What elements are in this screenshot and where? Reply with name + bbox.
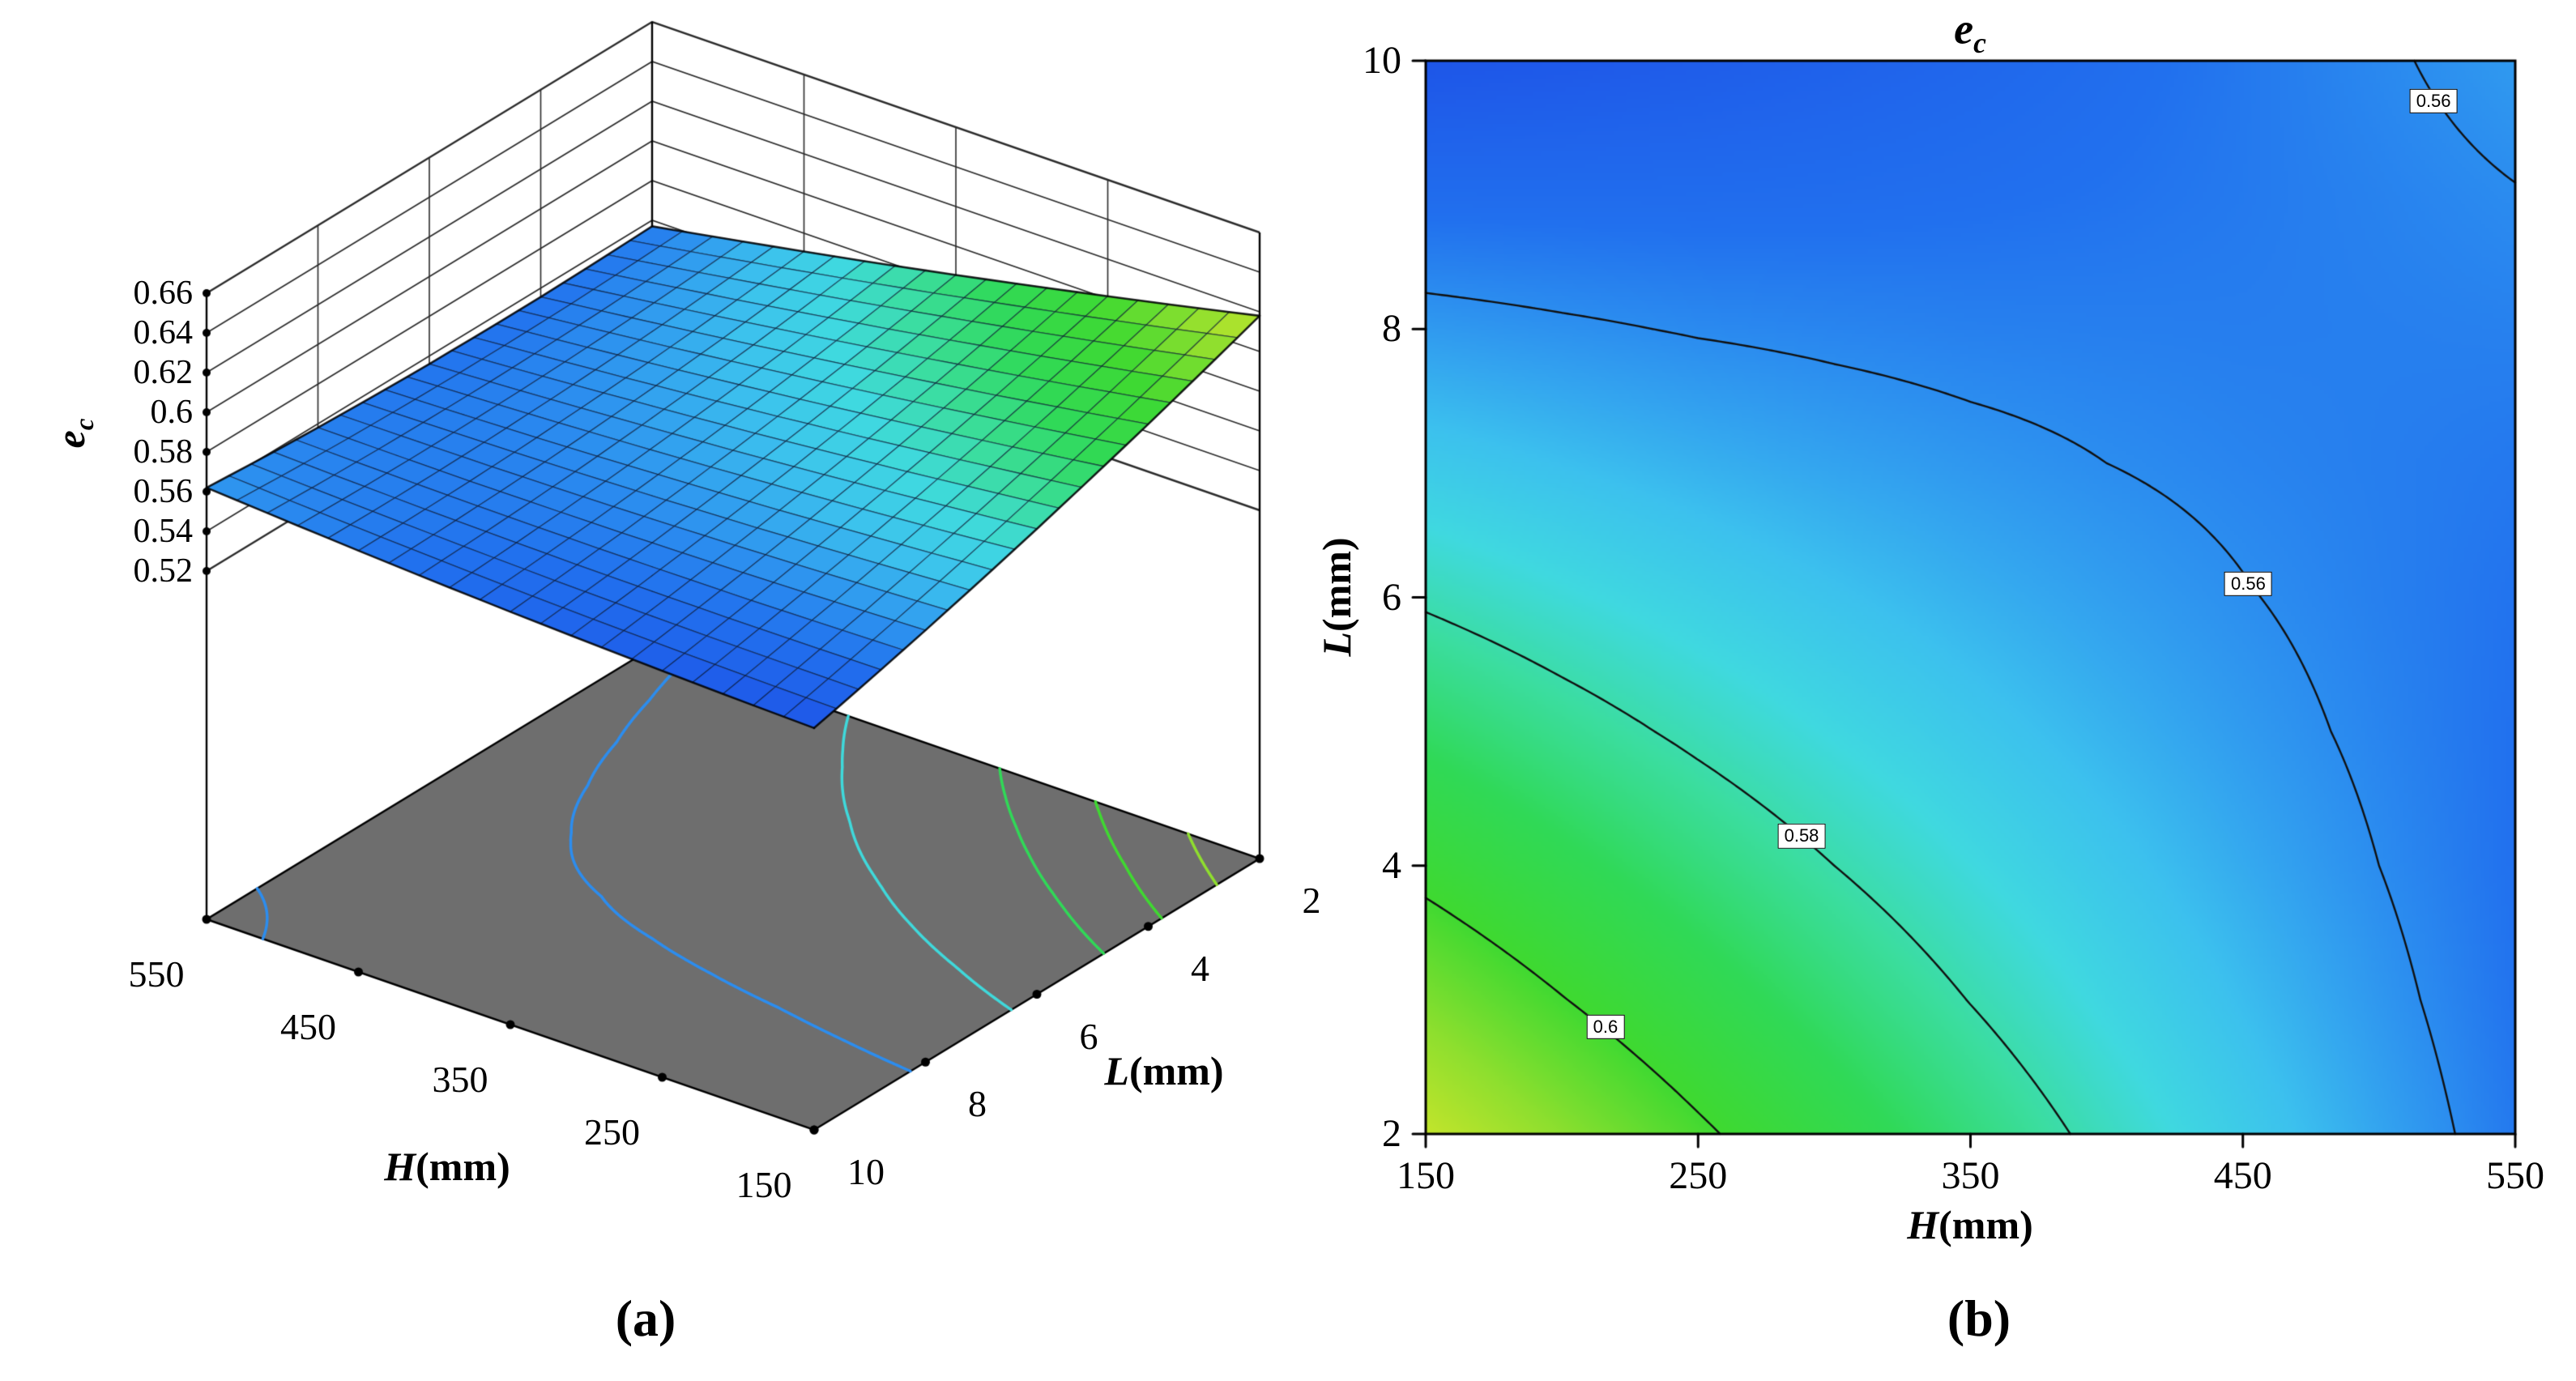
panel-b-y-tick-label: 6 bbox=[1382, 575, 1401, 619]
panel-a-h-tick-label: 350 bbox=[432, 1059, 488, 1100]
panel-a-z-tick-label: 0.58 bbox=[133, 433, 194, 471]
l-axis-title-unit: (mm) bbox=[1128, 1048, 1224, 1093]
panel-b-y-axis-title: L(mm) bbox=[1314, 537, 1359, 657]
panel-b-x-tick-label: 550 bbox=[2486, 1154, 2544, 1197]
panel-a-l-tick-label: 8 bbox=[968, 1083, 987, 1125]
h-axis-title-letter: H bbox=[384, 1144, 416, 1189]
panel-a-l-tick-label: 4 bbox=[1191, 947, 1209, 989]
l-axis-title-letter: L bbox=[1104, 1048, 1129, 1093]
panel-b-y-title-unit: (mm) bbox=[1314, 537, 1359, 633]
panel-a-z-tick-label: 0.6 bbox=[150, 394, 194, 431]
panel-a-z-tick-label: 0.52 bbox=[133, 552, 194, 590]
panel-b-y-tick-label: 10 bbox=[1363, 39, 1401, 82]
contour-label: 0.56 bbox=[2224, 571, 2272, 597]
caption-b: (b) bbox=[1947, 1289, 2011, 1347]
contour-label: 0.6 bbox=[1586, 1014, 1625, 1039]
z-axis-title-sub: c bbox=[70, 418, 100, 431]
panel-a-h-tick-label: 250 bbox=[584, 1111, 640, 1153]
panel-b-title-sub: c bbox=[1973, 27, 1986, 60]
panel-b-y-title-letter: L bbox=[1314, 632, 1359, 657]
panel-a-z-axis-title: ec bbox=[48, 418, 100, 449]
panel-b-x-tick-label: 150 bbox=[1397, 1154, 1455, 1197]
panel-a-l-tick-label: 6 bbox=[1079, 1015, 1098, 1057]
panel-b-x-axis-title: H(mm) bbox=[1907, 1204, 2033, 1245]
caption-a: (a) bbox=[615, 1289, 676, 1347]
panel-a-z-tick-label: 0.64 bbox=[133, 314, 194, 352]
panel-b-y-tick-label: 8 bbox=[1382, 307, 1401, 351]
panel-a-z-tick-label: 0.56 bbox=[133, 473, 194, 510]
panel-a-z-tick-label: 0.62 bbox=[133, 354, 194, 391]
panel-a-h-tick-label: 450 bbox=[280, 1006, 336, 1047]
panel-b-x-tick-label: 250 bbox=[1669, 1154, 1728, 1197]
panel-b-y-tick-label: 2 bbox=[1382, 1112, 1401, 1155]
panel-b-x-title-unit: (mm) bbox=[1938, 1202, 2033, 1247]
panel-a-z-tick-label: 0.66 bbox=[133, 275, 194, 312]
panel-b-x-tick-label: 350 bbox=[1941, 1154, 2000, 1197]
panel-a-l-tick-label: 10 bbox=[847, 1151, 885, 1192]
panel-a-h-axis-title: H(mm) bbox=[384, 1146, 510, 1187]
contour-label: 0.56 bbox=[2409, 88, 2458, 113]
panel-a-h-tick-label: 150 bbox=[736, 1164, 792, 1205]
panel-a-l-axis-title: L(mm) bbox=[1104, 1051, 1223, 1091]
z-axis-title-letter: e bbox=[48, 430, 93, 449]
panel-a-l-tick-label: 2 bbox=[1302, 880, 1321, 921]
panel-b-y-tick-label: 4 bbox=[1382, 843, 1401, 887]
panel-b-x-title-letter: H bbox=[1907, 1202, 1939, 1247]
h-axis-title-unit: (mm) bbox=[416, 1144, 510, 1189]
panel-a-h-tick-label: 550 bbox=[128, 953, 185, 995]
panel-b-x-tick-label: 450 bbox=[2213, 1154, 2272, 1197]
panel-b-title-letter: e bbox=[1954, 4, 1974, 53]
panel-b-title: ec bbox=[1954, 6, 1986, 58]
contour-label: 0.58 bbox=[1777, 824, 1826, 849]
panel-a-z-tick-label: 0.54 bbox=[133, 513, 194, 550]
